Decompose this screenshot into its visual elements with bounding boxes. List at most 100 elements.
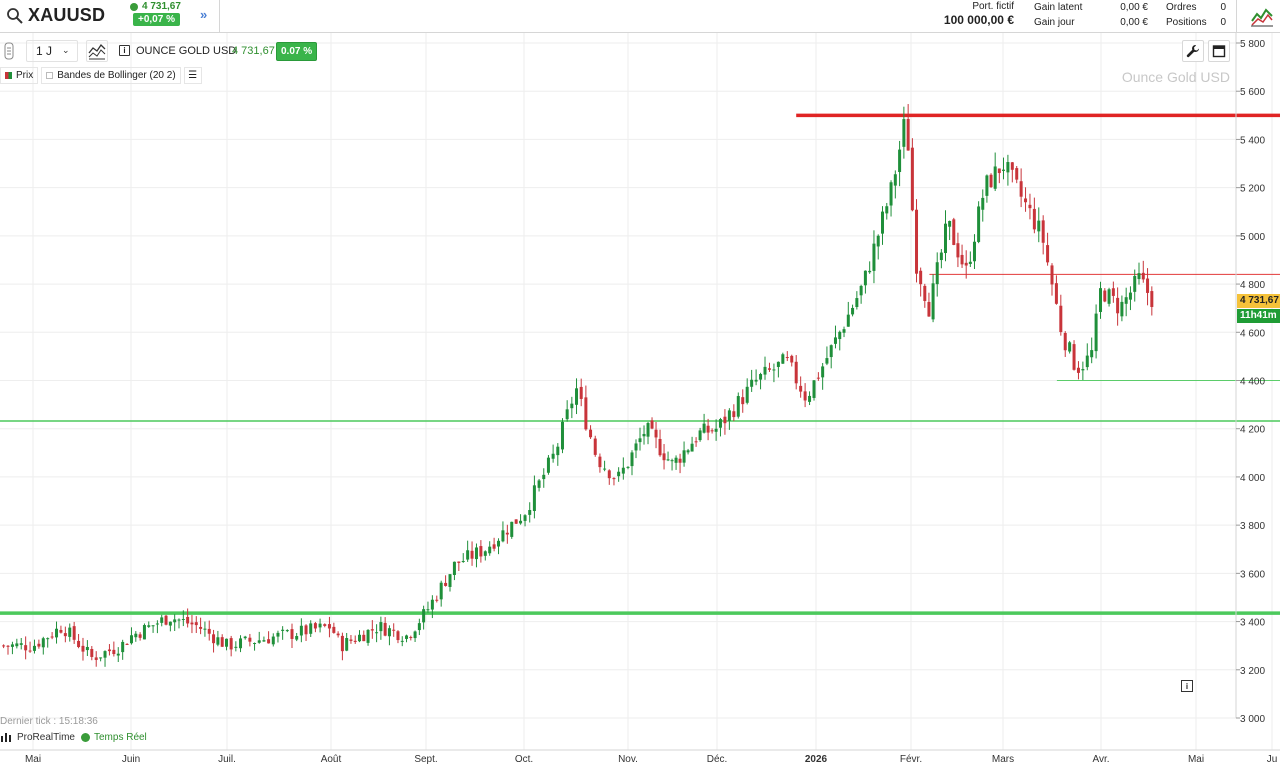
candle-body xyxy=(514,519,518,524)
brand-name: ProRealTime xyxy=(17,731,75,743)
candle-body xyxy=(698,430,702,441)
double-chevron-right-icon[interactable]: » xyxy=(200,7,208,22)
x-axis: Mai Juin Juil. Août Sept. Oct. Nov. Déc. 2026 Fév… xyxy=(0,749,1280,765)
candle-body xyxy=(32,645,36,651)
candle-body xyxy=(103,651,107,658)
candle-body xyxy=(565,409,569,420)
candle-body xyxy=(1128,292,1132,300)
chart-type-button[interactable] xyxy=(86,40,108,62)
symbol-change-badge: +0,07 % xyxy=(133,13,180,26)
list-icon[interactable]: ☰ xyxy=(183,66,202,84)
candle-body xyxy=(239,638,243,649)
candle-body xyxy=(876,235,880,247)
candle-body xyxy=(944,223,947,254)
legend-price-label: Prix xyxy=(16,69,34,81)
positions-label: Positions xyxy=(1166,17,1207,28)
candle-body xyxy=(285,630,289,632)
candle-body xyxy=(772,369,776,371)
candle-body xyxy=(430,599,434,610)
gain-values: 0,00 € 0,00 € xyxy=(1100,1,1148,31)
candle-body xyxy=(842,329,846,333)
search-icon[interactable] xyxy=(6,7,24,25)
candle-body xyxy=(85,646,89,651)
footer-brand: ProRealTime Temps Réel xyxy=(0,731,147,743)
candle-body xyxy=(173,619,177,623)
candle-body xyxy=(603,468,607,470)
bollinger-checkbox-icon xyxy=(46,71,54,79)
candle-body xyxy=(10,644,14,647)
symbol-box[interactable]: XAUUSD 4 731,67 +0,07 % » xyxy=(0,0,220,32)
candle-body xyxy=(579,386,583,399)
candle-body xyxy=(353,640,357,642)
candle-body xyxy=(1054,283,1058,304)
candle-body xyxy=(902,119,906,147)
candle-body xyxy=(923,285,927,301)
candle-body xyxy=(952,219,956,245)
candle-body xyxy=(299,625,303,636)
interval-select[interactable]: 1 J ⌄ xyxy=(26,40,78,62)
candle-body xyxy=(212,634,216,644)
chart-info-icon[interactable]: i xyxy=(1181,680,1193,692)
candle-body xyxy=(710,430,714,432)
price-chart[interactable]: 5 800 5 600 5 400 5 200 5 000 4 800 4 600 4 400… xyxy=(0,33,1280,775)
candle-body xyxy=(290,629,294,639)
candle-body xyxy=(501,530,505,542)
top-bar: XAUUSD 4 731,67 +0,07 % » Port. fictif 1… xyxy=(0,0,1280,33)
candle-body xyxy=(662,453,666,461)
candle-body xyxy=(1099,288,1103,312)
candle-body xyxy=(560,421,564,450)
x-tick-label: 2026 xyxy=(805,754,828,765)
candle-body xyxy=(1137,273,1141,280)
candle-body xyxy=(262,640,266,642)
y-tick-label: 4 800 xyxy=(1240,280,1265,291)
orders-labels: Ordres Positions xyxy=(1166,1,1207,31)
candle-body xyxy=(304,625,308,635)
candle-body xyxy=(607,470,611,479)
candle-body xyxy=(785,357,789,359)
candle-body xyxy=(972,241,976,262)
candle-body xyxy=(99,657,103,659)
calendar-button[interactable] xyxy=(1208,40,1230,62)
prorealtime-logo-icon xyxy=(1,733,11,742)
candle-body xyxy=(147,625,151,627)
candle-body xyxy=(466,550,470,560)
candle-body xyxy=(846,314,850,327)
candle-body xyxy=(1015,168,1019,180)
interval-value: 1 J xyxy=(36,44,53,58)
fictif-label: Port. fictif xyxy=(972,1,1014,12)
ordres-label: Ordres xyxy=(1166,2,1197,13)
gain-latent-label: Gain latent xyxy=(1034,2,1083,13)
topbar-separator xyxy=(1236,0,1237,32)
candle-body xyxy=(121,641,125,653)
candle-body xyxy=(435,599,439,601)
candle-body xyxy=(46,638,50,640)
candle-body xyxy=(194,622,198,626)
settings-wrench-button[interactable] xyxy=(1182,40,1204,62)
chart-window-icon[interactable] xyxy=(1250,5,1274,27)
info-icon[interactable]: i xyxy=(119,45,130,56)
horizontal-lines[interactable] xyxy=(0,113,1280,615)
legend-bollinger[interactable]: Bandes de Bollinger (20 2) xyxy=(41,66,181,84)
chart-grid xyxy=(0,33,1273,750)
candle-body xyxy=(267,639,271,644)
candle-body xyxy=(542,474,546,480)
candle-body xyxy=(1120,301,1124,317)
candle-body xyxy=(821,366,825,378)
candle-body xyxy=(68,627,72,637)
candle-body xyxy=(387,628,391,637)
candle-body xyxy=(570,403,574,409)
candle-body xyxy=(409,637,413,639)
candle-body xyxy=(808,395,812,402)
candle-body xyxy=(1028,204,1032,209)
drag-handle-icon[interactable] xyxy=(4,42,14,60)
candle-body xyxy=(505,532,509,535)
candle-body xyxy=(893,174,897,186)
symbol-name[interactable]: XAUUSD xyxy=(28,5,106,25)
candle-body xyxy=(336,633,340,636)
legend-price[interactable]: Prix xyxy=(0,66,39,84)
candle-body xyxy=(1107,289,1111,304)
candle-body xyxy=(281,629,285,631)
candle-body xyxy=(470,550,474,559)
candle-body xyxy=(413,631,417,639)
candle-body xyxy=(107,649,111,652)
